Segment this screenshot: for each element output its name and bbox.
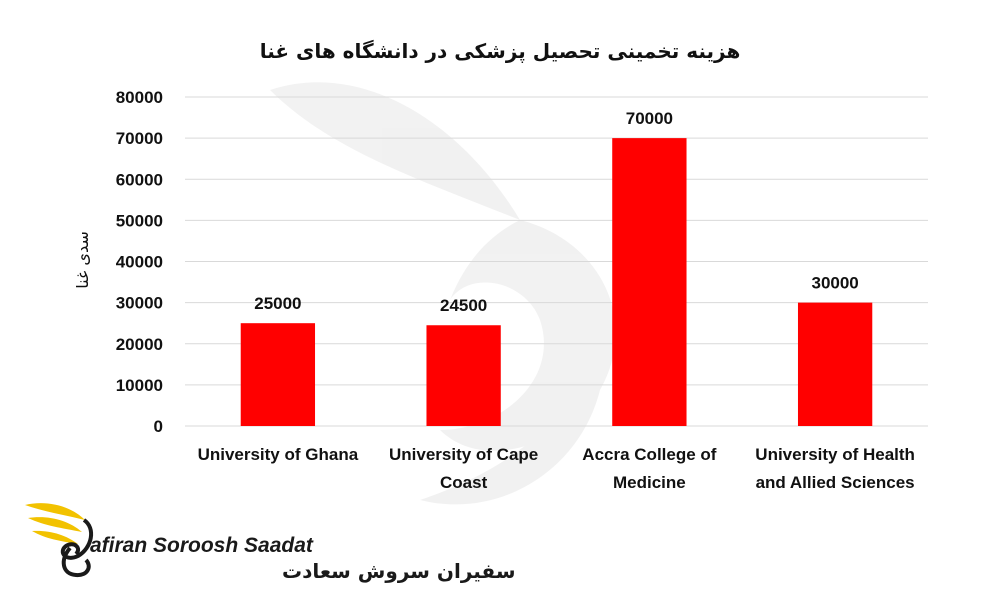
data-label: 24500 (440, 296, 487, 315)
y-tick-label: 20000 (116, 335, 163, 354)
y-axis-ticks: 0 10000 20000 30000 40000 50000 60000 70000 8000… (116, 88, 163, 436)
y-tick-label: 40000 (116, 253, 163, 272)
y-tick-label: 0 (154, 417, 163, 436)
bars (240, 138, 873, 426)
y-tick-label: 10000 (116, 376, 163, 395)
wing-icon (25, 503, 94, 578)
x-tick-label: Accra College of Medicine (582, 445, 716, 492)
logo-latin-text: afiran Soroosh Saadat (90, 534, 314, 557)
watermark (270, 82, 616, 505)
x-axis-ticks: University of Ghana University of Cape Coa… (198, 445, 915, 492)
bar (612, 138, 687, 426)
bar (426, 325, 501, 426)
logo-persian-text: سفیران سروش سعادت (282, 559, 516, 583)
y-axis-label: سدی غنا (73, 231, 92, 288)
bar (240, 323, 316, 426)
y-tick-label: 60000 (116, 170, 163, 189)
bar (797, 302, 873, 426)
logo: afiran Soroosh Saadat سفیران سروش سعادت (25, 503, 516, 583)
y-tick-label: 80000 (116, 88, 163, 107)
y-tick-label: 50000 (116, 211, 163, 230)
x-tick-label: University of Ghana (198, 445, 359, 464)
data-label: 30000 (811, 274, 858, 293)
y-tick-label: 30000 (116, 294, 163, 313)
x-tick-label: University of Health and Allied Sciences (755, 445, 915, 492)
data-label: 70000 (626, 109, 673, 128)
chart-title: هزینه تخمینی تحصیل پزشکی در دانشگاه های … (260, 39, 741, 64)
x-tick-label: University of Cape Coast (389, 445, 538, 492)
y-tick-label: 70000 (116, 129, 163, 148)
data-labels: 25000 24500 70000 30000 (254, 109, 859, 315)
data-label: 25000 (254, 294, 301, 313)
